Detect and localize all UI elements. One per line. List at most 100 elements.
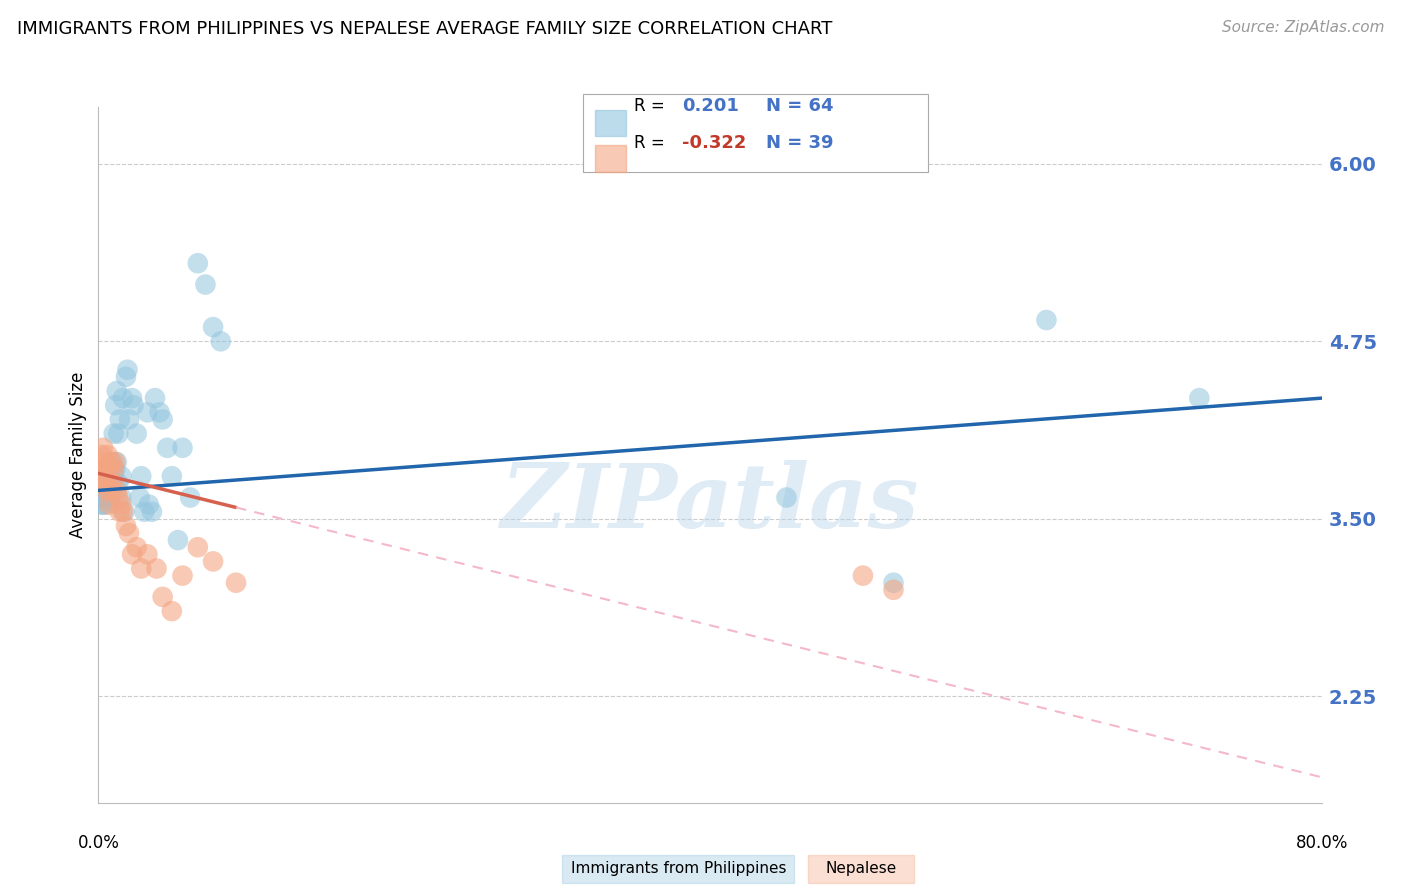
Point — [152, 412, 174, 426]
Point — [89, 476, 111, 491]
Point — [160, 469, 183, 483]
Point — [883, 575, 905, 590]
Point — [97, 476, 120, 491]
Point — [852, 568, 875, 582]
Point — [91, 441, 114, 455]
Point — [125, 426, 148, 441]
Point — [90, 483, 112, 498]
Point — [883, 582, 905, 597]
Point — [98, 476, 121, 491]
Point — [104, 455, 127, 469]
Point — [104, 462, 127, 476]
Point — [93, 469, 115, 483]
Point — [89, 462, 111, 476]
Point — [110, 469, 132, 483]
Point — [225, 575, 247, 590]
Point — [775, 491, 797, 505]
Point — [105, 384, 128, 398]
Point — [179, 491, 201, 505]
Point — [129, 561, 152, 575]
Point — [108, 505, 131, 519]
Point — [107, 426, 129, 441]
Point — [101, 455, 124, 469]
Point — [90, 469, 112, 483]
Point — [97, 491, 120, 505]
Point — [152, 590, 174, 604]
Point — [145, 561, 167, 575]
Point — [187, 540, 209, 554]
Point — [156, 441, 179, 455]
Point — [90, 498, 112, 512]
Y-axis label: Average Family Size: Average Family Size — [69, 372, 87, 538]
Point — [104, 398, 127, 412]
Point — [143, 391, 166, 405]
Text: R =: R = — [634, 97, 671, 115]
Point — [103, 469, 125, 483]
Point — [172, 441, 194, 455]
Point — [111, 505, 134, 519]
Point — [101, 476, 124, 491]
Point — [105, 483, 128, 498]
Point — [110, 498, 132, 512]
Point — [91, 498, 114, 512]
Point — [94, 483, 117, 498]
Point — [97, 448, 120, 462]
Point — [94, 462, 117, 476]
Text: Nepalese: Nepalese — [825, 862, 897, 876]
Point — [110, 491, 132, 505]
Point — [91, 462, 114, 476]
Point — [108, 412, 131, 426]
Point — [167, 533, 190, 548]
Point — [100, 462, 122, 476]
Point — [93, 476, 115, 491]
Text: 80.0%: 80.0% — [1295, 834, 1348, 852]
Point — [100, 483, 122, 498]
Point — [149, 405, 172, 419]
Text: Source: ZipAtlas.com: Source: ZipAtlas.com — [1222, 20, 1385, 35]
Point — [187, 256, 209, 270]
Point — [93, 455, 115, 469]
Point — [98, 469, 121, 483]
Point — [89, 476, 111, 491]
Point — [118, 526, 141, 541]
Text: R =: R = — [634, 134, 671, 152]
Point — [93, 491, 115, 505]
Point — [209, 334, 232, 349]
Point — [202, 554, 225, 568]
Point — [89, 491, 111, 505]
Point — [172, 568, 194, 582]
Point — [121, 391, 143, 405]
Point — [160, 604, 183, 618]
Point — [107, 476, 129, 491]
Point — [1188, 391, 1211, 405]
Point — [115, 369, 138, 384]
Point — [91, 469, 114, 483]
Point — [97, 469, 120, 483]
Point — [90, 448, 112, 462]
Point — [93, 476, 115, 491]
Point — [103, 462, 125, 476]
Point — [100, 455, 122, 469]
Point — [136, 547, 159, 561]
Point — [134, 505, 156, 519]
Point — [194, 277, 217, 292]
Text: IMMIGRANTS FROM PHILIPPINES VS NEPALESE AVERAGE FAMILY SIZE CORRELATION CHART: IMMIGRANTS FROM PHILIPPINES VS NEPALESE … — [17, 20, 832, 37]
Point — [97, 483, 120, 498]
Point — [202, 320, 225, 334]
Point — [103, 426, 125, 441]
Point — [141, 505, 163, 519]
Point — [94, 476, 117, 491]
Point — [100, 491, 122, 505]
Point — [98, 462, 121, 476]
Point — [107, 491, 129, 505]
Point — [98, 498, 121, 512]
Text: ZIPatlas: ZIPatlas — [502, 460, 918, 547]
Point — [94, 462, 117, 476]
Point — [105, 455, 128, 469]
Text: Immigrants from Philippines: Immigrants from Philippines — [571, 862, 786, 876]
Text: N = 39: N = 39 — [766, 134, 834, 152]
Text: 0.0%: 0.0% — [77, 834, 120, 852]
Point — [118, 412, 141, 426]
Point — [91, 483, 114, 498]
Point — [111, 391, 134, 405]
